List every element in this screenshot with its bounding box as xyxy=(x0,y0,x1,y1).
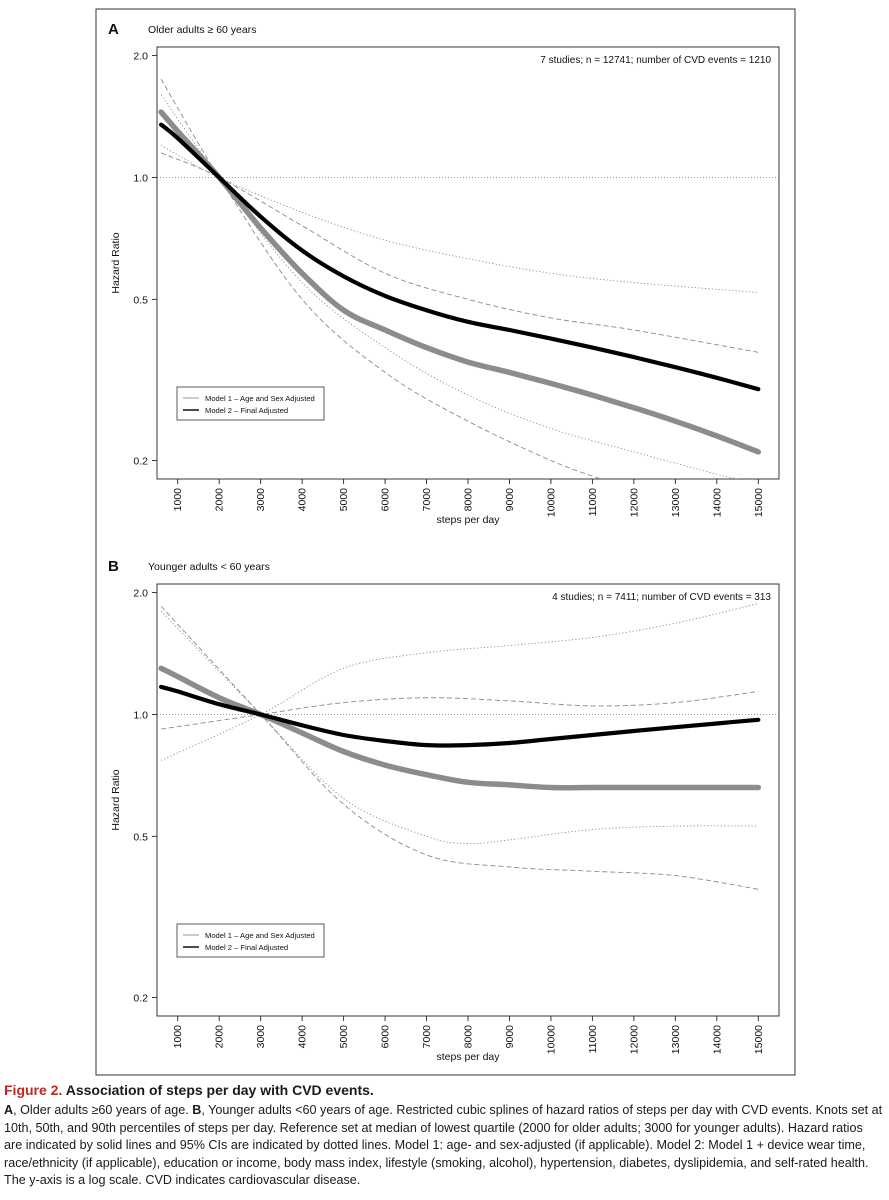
panel-title: Older adults ≥ 60 years xyxy=(148,24,256,36)
x-tick-label: 7000 xyxy=(421,488,433,512)
series-group xyxy=(158,603,762,890)
caption-title: Association of steps per day with CVD ev… xyxy=(65,1082,374,1098)
x-tick-label: 6000 xyxy=(380,1025,392,1049)
study-annotation: 7 studies; n = 12741; number of CVD even… xyxy=(540,55,771,66)
legend-box xyxy=(176,386,325,421)
figure-chart: A Older adults ≥ 60 years 7 studies; n = 1… xyxy=(95,8,796,1076)
study-annotation: 4 studies; n = 7411; number of CVD event… xyxy=(552,592,771,603)
x-tick-label: 8000 xyxy=(463,1025,475,1049)
y-axis-title: Hazard Ratio xyxy=(110,769,122,830)
y-tick-label: 2.0 xyxy=(133,51,148,63)
y-tick-label: 0.5 xyxy=(133,294,148,306)
y-tick-label: 1.0 xyxy=(133,709,148,721)
x-tick-label: 2000 xyxy=(214,488,226,512)
x-tick-label: 5000 xyxy=(338,1025,350,1049)
x-tick-label: 1000 xyxy=(172,488,184,512)
model-1-line xyxy=(158,665,762,791)
legend-label-model-1: Model 1 – Age and Sex Adjusted xyxy=(205,394,315,403)
caption-panel-b-label: B xyxy=(192,1103,202,1117)
x-tick-label: 6000 xyxy=(380,488,392,512)
x-tick-label: 1000 xyxy=(172,1025,184,1049)
y-tick-label: 0.5 xyxy=(133,831,148,843)
model-2-line xyxy=(159,122,761,392)
caption-panel-a-label: A xyxy=(4,1103,14,1117)
caption-panel-b-text: , Younger adults <60 years of age. Restr… xyxy=(4,1103,883,1187)
x-tick-label: 2000 xyxy=(214,1025,226,1049)
panel-b: B Younger adults < 60 years 4 studies; n =… xyxy=(108,558,780,1063)
ci-dashed-upper-line xyxy=(160,152,759,353)
legend-label-model-2: Model 2 – Final Adjusted xyxy=(205,943,288,952)
legend-box xyxy=(176,923,325,958)
model-2-line xyxy=(159,684,761,748)
x-axis-title: steps per day xyxy=(436,1051,500,1063)
x-tick-label: 3000 xyxy=(255,488,267,512)
y-tick-label: 1.0 xyxy=(133,172,148,184)
x-tick-label: 14000 xyxy=(711,488,723,517)
ci-dotted-upper-line xyxy=(160,603,759,761)
x-tick-label: 11000 xyxy=(587,488,599,517)
ci-dashed-upper-line xyxy=(161,690,759,730)
caption-body: A, Older adults ≥60 years of age. B, You… xyxy=(4,1102,884,1190)
y-tick-label: 0.2 xyxy=(133,992,148,1004)
legend-label-model-1: Model 1 – Age and Sex Adjusted xyxy=(205,931,315,940)
x-tick-label: 4000 xyxy=(297,488,309,512)
x-tick-label: 14000 xyxy=(711,1025,723,1054)
x-tick-label: 11000 xyxy=(587,1025,599,1054)
panel-letter: B xyxy=(108,558,119,575)
x-tick-label: 3000 xyxy=(255,1025,267,1049)
x-tick-label: 10000 xyxy=(545,1025,557,1054)
figure-frame xyxy=(95,8,796,1076)
x-tick-label: 4000 xyxy=(297,1025,309,1049)
x-tick-label: 12000 xyxy=(628,1025,640,1054)
caption-figure-label: Figure 2. xyxy=(4,1082,63,1098)
series-group xyxy=(158,78,762,479)
x-tick-label: 12000 xyxy=(628,488,640,517)
x-tick-label: 13000 xyxy=(670,1025,682,1054)
x-tick-label: 10000 xyxy=(545,488,557,517)
y-tick-label: 2.0 xyxy=(133,588,148,600)
y-axis-title: Hazard Ratio xyxy=(110,232,122,293)
x-tick-label: 13000 xyxy=(670,488,682,517)
model-1-line xyxy=(158,109,762,455)
legend-label-model-2: Model 2 – Final Adjusted xyxy=(205,406,288,415)
panel-letter: A xyxy=(108,21,119,38)
x-axis-title: steps per day xyxy=(436,514,500,526)
x-tick-label: 9000 xyxy=(504,1025,516,1049)
x-tick-label: 8000 xyxy=(463,488,475,512)
x-tick-label: 7000 xyxy=(421,1025,433,1049)
panel-a: A Older adults ≥ 60 years 7 studies; n = 1… xyxy=(108,21,780,526)
x-tick-label: 9000 xyxy=(504,488,516,512)
x-tick-label: 15000 xyxy=(753,1025,765,1054)
x-tick-label: 15000 xyxy=(753,488,765,517)
caption-title-line: Figure 2. Association of steps per day w… xyxy=(4,1082,884,1099)
panel-title: Younger adults < 60 years xyxy=(148,561,270,573)
y-tick-label: 0.2 xyxy=(133,455,148,467)
caption-panel-a-text: , Older adults ≥60 years of age. xyxy=(13,1103,193,1117)
ci-dotted-upper-line xyxy=(160,145,759,293)
figure-caption: Figure 2. Association of steps per day w… xyxy=(4,1082,884,1190)
x-tick-label: 5000 xyxy=(338,488,350,512)
